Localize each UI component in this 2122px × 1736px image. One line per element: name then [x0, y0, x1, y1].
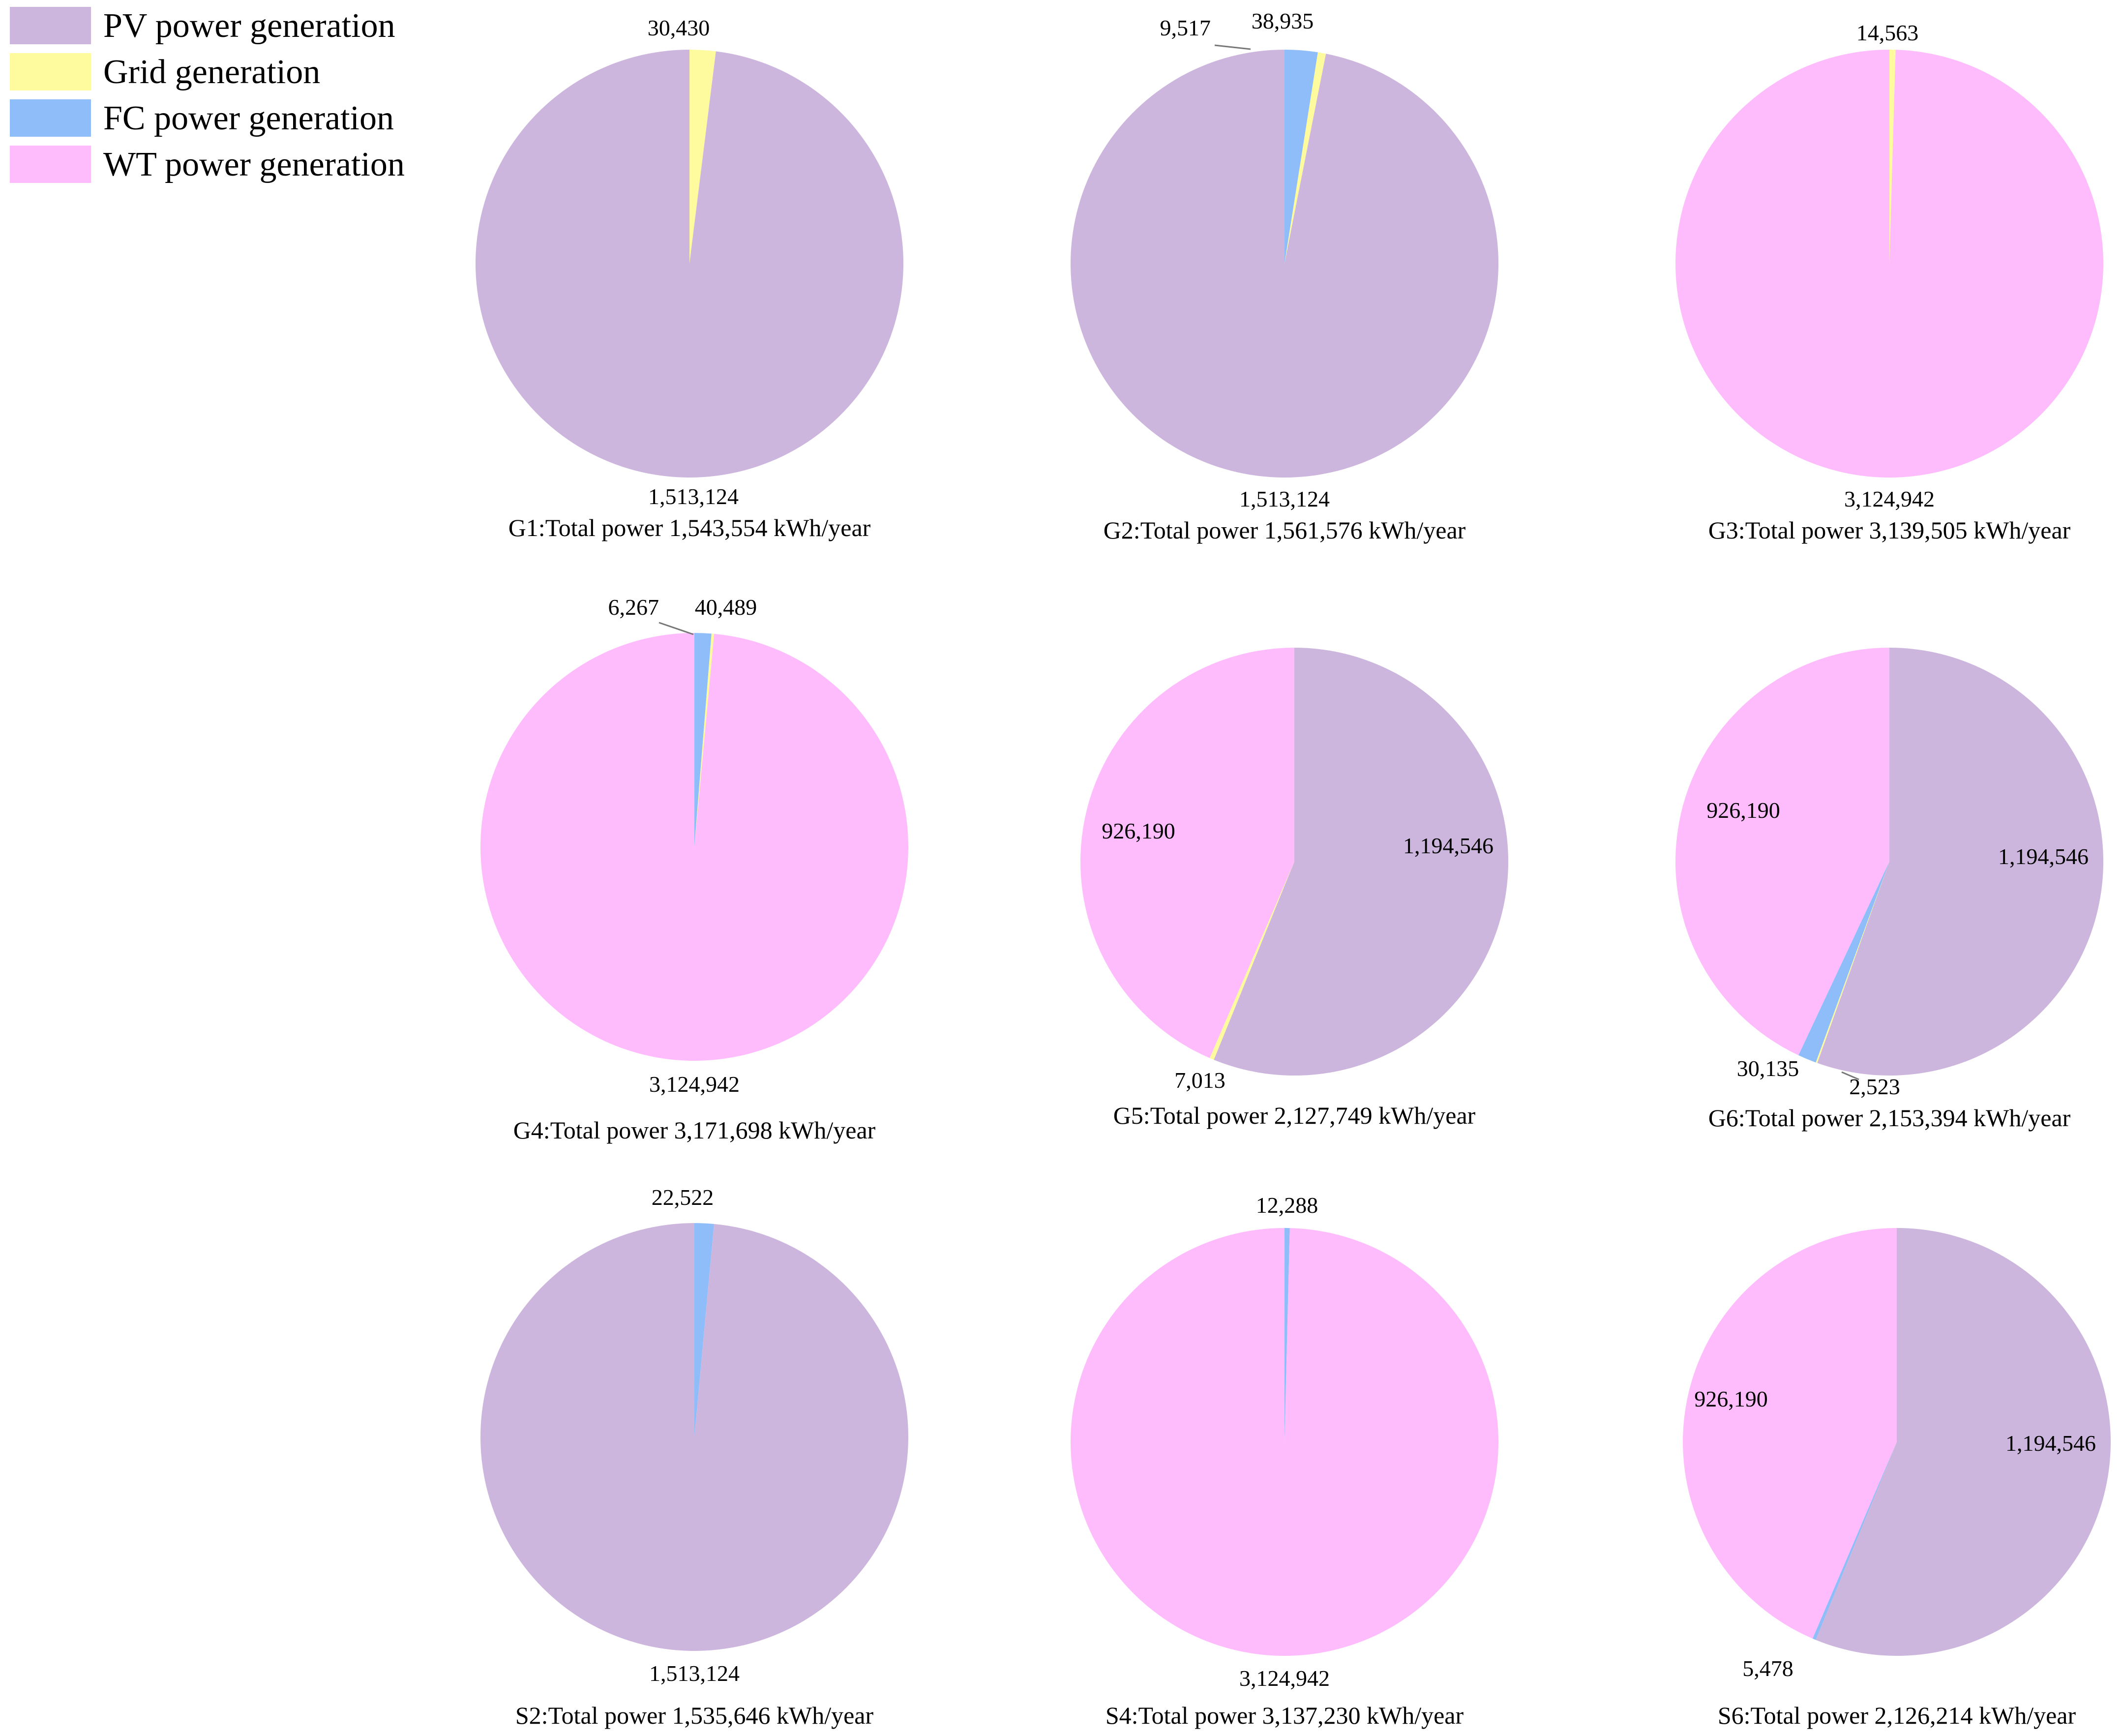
pie-slice-fc [1812, 1442, 1897, 1640]
chart-caption: G1:Total power 1,543,554 kWh/year [508, 514, 871, 541]
slice-label-wt: 926,190 [1102, 818, 1175, 843]
pie-slice-wt [1675, 648, 1889, 1055]
chart-caption: G3:Total power 3,139,505 kWh/year [1708, 516, 2071, 544]
pie-slice-grid [1889, 50, 1896, 264]
legend-label-pv: PV power generation [103, 7, 395, 45]
leader-line [658, 622, 694, 635]
pie-slice-fc [694, 1223, 715, 1437]
legend: PV power generation Grid generation FC p… [10, 4, 443, 191]
pie-chart-1: 30,430 1,513,124 G1:Total power 1,543,554 … [475, 15, 903, 541]
slice-label-grid: 7,013 [1174, 1068, 1225, 1093]
slice-label-grid: 9,517 [1160, 15, 1211, 40]
chart-caption: G2:Total power 1,561,576 kWh/year [1104, 516, 1466, 544]
pie-slice-pv [475, 50, 903, 478]
slice-label-grid: 14,563 [1856, 20, 1919, 45]
chart-caption: G4:Total power 3,171,698 kWh/year [513, 1116, 876, 1144]
pie-slice-grid [1285, 52, 1326, 264]
legend-label-fc: FC power generation [103, 99, 394, 137]
slice-label-fc: 22,522 [652, 1185, 714, 1210]
legend-label-grid: Grid generation [103, 53, 321, 91]
pie-slice-wt [480, 633, 909, 1061]
slice-label-pv: 1,513,124 [1239, 486, 1330, 511]
slice-label-pv: 1,513,124 [649, 1661, 740, 1686]
legend-item-pv: PV power generation [10, 4, 443, 48]
pie-slice-grid [689, 50, 716, 264]
pie-slice-wt [1675, 50, 2103, 478]
legend-item-grid: Grid generation [10, 50, 443, 94]
pie-slice-grid [1816, 862, 1889, 1063]
slice-label-grid: 30,430 [648, 15, 710, 40]
pie-chart-6: 1,194,546 2,523 30,135 926,190 G6:Total powe… [1675, 648, 2104, 1132]
slice-label-pv: 1,194,546 [1403, 833, 1494, 858]
pie-slice-pv [1816, 1228, 2111, 1656]
chart-caption: S6:Total power 2,126,214 kWh/year [1718, 1702, 2076, 1729]
slice-label-fc: 30,135 [1737, 1056, 1799, 1081]
pie-chart-4: 40,489 6,267 3,124,942 G4:Total power 3,171… [480, 595, 909, 1144]
slice-label-pv: 1,194,546 [2005, 1431, 2096, 1456]
slice-label-wt: 3,124,942 [1844, 486, 1935, 511]
slice-label-fc: 5,478 [1742, 1656, 1793, 1681]
pie-slice-fc [1285, 1228, 1290, 1442]
legend-swatch-grid [10, 53, 91, 90]
leader-line [1214, 44, 1251, 50]
pie-slice-pv [480, 1223, 908, 1651]
legend-swatch-pv [10, 7, 91, 44]
pie-chart-8: 12,288 3,124,942 S4:Total power 3,137,230 … [1071, 1193, 1499, 1729]
slice-label-grid: 2,523 [1849, 1074, 1900, 1099]
legend-swatch-wt [10, 146, 91, 183]
pie-slice-pv [1071, 50, 1498, 478]
legend-item-wt: WT power generation [10, 143, 443, 187]
chart-caption: S4:Total power 3,137,230 kWh/year [1106, 1702, 1464, 1729]
slice-label-fc: 38,935 [1252, 8, 1314, 33]
pie-slice-wt [1071, 1228, 1499, 1656]
pie-slice-wt [1683, 1228, 1897, 1639]
pie-chart-2: 38,935 9,517 1,513,124 G2:Total power 1,561… [1071, 8, 1498, 544]
slice-label-fc: 40,489 [695, 595, 757, 620]
slice-label-grid: 6,267 [608, 595, 659, 620]
slice-label-wt: 926,190 [1694, 1386, 1768, 1411]
slice-label-fc: 12,288 [1256, 1193, 1318, 1218]
chart-caption: G5:Total power 2,127,749 kWh/year [1113, 1102, 1476, 1129]
pie-slice-grid [1209, 862, 1294, 1060]
leader-line [1841, 1071, 1859, 1080]
pie-slice-wt [1080, 647, 1294, 1058]
chart-caption: S2:Total power 1,535,646 kWh/year [515, 1702, 874, 1729]
legend-item-fc: FC power generation [10, 96, 443, 141]
pie-chart-7: 22,522 1,513,124 S2:Total power 1,535,646 … [480, 1185, 908, 1729]
pie-slice-fc [694, 633, 712, 847]
slice-label-pv: 1,513,124 [648, 484, 739, 509]
pie-slice-fc [1798, 862, 1889, 1063]
pie-chart-9: 1,194,546 5,478 926,190 S6:Total power 2,12… [1683, 1228, 2111, 1729]
pie-slice-fc [1285, 50, 1318, 264]
slice-label-pv: 1,194,546 [1998, 844, 2089, 869]
legend-swatch-fc [10, 99, 91, 137]
chart-caption: G6:Total power 2,153,394 kWh/year [1708, 1104, 2071, 1132]
slice-label-wt: 926,190 [1706, 798, 1780, 823]
slice-label-wt: 3,124,942 [649, 1072, 740, 1097]
pie-slice-grid [694, 633, 715, 847]
pie-slice-pv [1214, 648, 1509, 1076]
pie-chart-3: 14,563 3,124,942 G3:Total power 3,139,505 … [1675, 20, 2103, 544]
legend-label-wt: WT power generation [103, 146, 405, 183]
slice-label-wt: 3,124,942 [1239, 1666, 1330, 1691]
pie-chart-5: 1,194,546 7,013 926,190 G5:Total power 2,12… [1080, 647, 1509, 1129]
pie-slice-pv [1817, 648, 2104, 1076]
